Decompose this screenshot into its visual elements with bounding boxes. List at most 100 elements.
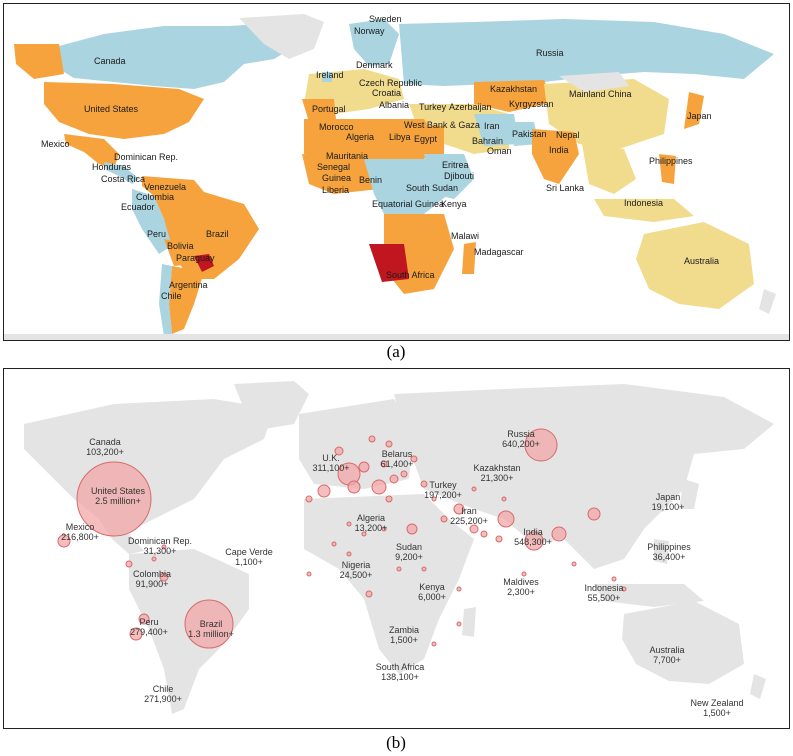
- label-colombia: Colombia 91,900+: [132, 569, 172, 589]
- case-bubble: [611, 576, 617, 582]
- region-west-africa: [302, 154, 379, 194]
- case-bubble: [571, 561, 577, 567]
- case-bubble: [159, 572, 169, 582]
- label-nepal: Nepal: [556, 130, 580, 140]
- label-azerbaijan: Azerbaijan: [449, 102, 492, 112]
- case-bubble: [317, 484, 331, 498]
- case-bubble: [361, 531, 367, 537]
- label-australia: Australia 7,700+: [649, 645, 685, 665]
- label-oman: Oman: [487, 146, 512, 156]
- region-japan: [684, 92, 704, 129]
- label-united-states: United States 2.5 million+: [90, 486, 146, 506]
- label-honduras: Honduras: [92, 162, 132, 172]
- case-bubble: [331, 541, 337, 547]
- case-bubble: [587, 507, 601, 521]
- label-kenya: Kenya 6,000+: [418, 582, 446, 602]
- case-bubble: [396, 566, 402, 572]
- bubble-world-map: [24, 381, 774, 714]
- region-india: [532, 129, 579, 184]
- label-kazakhstan: Kazakhstan 21,300+: [473, 463, 521, 483]
- label-argentina: Argentina: [169, 280, 208, 290]
- label-denmark: Denmark: [356, 60, 393, 70]
- label-turkey: Turkey 197,200+: [424, 480, 462, 500]
- land-madagascar: [462, 607, 476, 637]
- region-iberia: [302, 99, 336, 122]
- land-africa: [304, 494, 474, 674]
- case-bubble: [421, 566, 427, 572]
- case-bubble: [495, 535, 503, 543]
- region-central-america: [104, 162, 139, 184]
- caption-b: (b): [386, 733, 406, 752]
- label-ecuador: Ecuador: [121, 202, 155, 212]
- label-chile: Chile 271,900+: [144, 684, 182, 704]
- region-alaska: [14, 44, 64, 79]
- label-algeria: Algeria: [346, 132, 375, 142]
- label-eritrea: Eritrea: [442, 160, 469, 170]
- region-madagascar: [462, 242, 476, 274]
- region-central-africa: [364, 159, 449, 214]
- case-bubble: [129, 627, 143, 641]
- land-japan: [679, 479, 699, 509]
- label-czech-republic: Czech Republic: [359, 78, 423, 88]
- region-kazakhstan: [474, 80, 554, 112]
- case-bubble: [456, 586, 462, 592]
- region-mongolia: [559, 72, 629, 92]
- label-sweden: Sweden: [369, 14, 402, 24]
- label-south-sudan: South Sudan: [406, 183, 459, 193]
- land-indonesia: [594, 584, 704, 607]
- label-canada: Canada: [94, 56, 126, 66]
- region-china: [544, 79, 669, 149]
- region-canada: [54, 22, 299, 89]
- label-ireland: Ireland: [316, 70, 344, 80]
- case-bubble: [456, 621, 462, 627]
- region-argentina: [169, 266, 204, 334]
- case-bubble: [138, 613, 150, 625]
- land-greenland: [234, 381, 309, 429]
- label-equatorial-guinea: Equatorial Guinea: [372, 199, 445, 209]
- label-portugal: Portugal: [312, 104, 346, 114]
- land-philippines: [654, 539, 669, 564]
- label-belarus: Belarus 61,400+: [380, 449, 414, 469]
- case-bubble: [305, 495, 313, 503]
- case-bubble: [368, 435, 376, 443]
- label-costa-rica: Costa Rica: [101, 174, 146, 184]
- region-paraguay: [194, 254, 214, 272]
- label-liberia: Liberia: [322, 185, 350, 195]
- label-indonesia: Indonesia: [624, 198, 664, 208]
- label-uk: U.K. 311,100+: [312, 453, 350, 473]
- label-russia: Russia 640,200+: [502, 429, 540, 449]
- land-new-zealand: [750, 674, 766, 699]
- region-bolivia: [164, 239, 194, 266]
- case-bubble: [334, 446, 344, 456]
- case-bubble: [551, 526, 567, 542]
- region-colombia-peru: [132, 189, 174, 254]
- label-pakistan: Pakistan: [512, 129, 547, 139]
- label-paraguay: Paraguay: [176, 253, 215, 263]
- label-japan: Japan: [687, 111, 712, 121]
- case-bubble: [346, 551, 352, 557]
- region-australia: [636, 222, 754, 309]
- region-scandinavia: [349, 19, 399, 66]
- label-venezuela: Venezuela: [144, 182, 187, 192]
- label-dominican-rep: Dominican Rep. 31,300+: [127, 536, 193, 556]
- region-namibia: [369, 244, 409, 282]
- label-peru: Peru 279,400+: [130, 617, 168, 637]
- label-norway: Norway: [354, 26, 385, 36]
- case-bubble: [306, 571, 312, 577]
- case-bubble: [389, 474, 399, 484]
- label-sudan: Sudan 9,200+: [395, 542, 423, 562]
- label-libya: Libya: [389, 132, 411, 142]
- case-bubble: [497, 510, 515, 528]
- region-philippines: [659, 154, 676, 184]
- label-kyrgyzstan: Kyrgyzstan: [509, 99, 554, 109]
- categorical-world-map: [4, 14, 789, 340]
- region-iran: [474, 114, 519, 146]
- region-north-africa: [304, 119, 439, 164]
- label-maldives: Maldives 2,300+: [503, 577, 539, 597]
- label-indonesia: Indonesia 55,500+: [584, 583, 624, 603]
- case-bubble: [385, 495, 393, 503]
- case-bubble: [480, 530, 488, 538]
- case-bubble: [76, 461, 152, 537]
- region-antarctic-tip: [4, 334, 789, 340]
- case-bubble: [471, 486, 477, 492]
